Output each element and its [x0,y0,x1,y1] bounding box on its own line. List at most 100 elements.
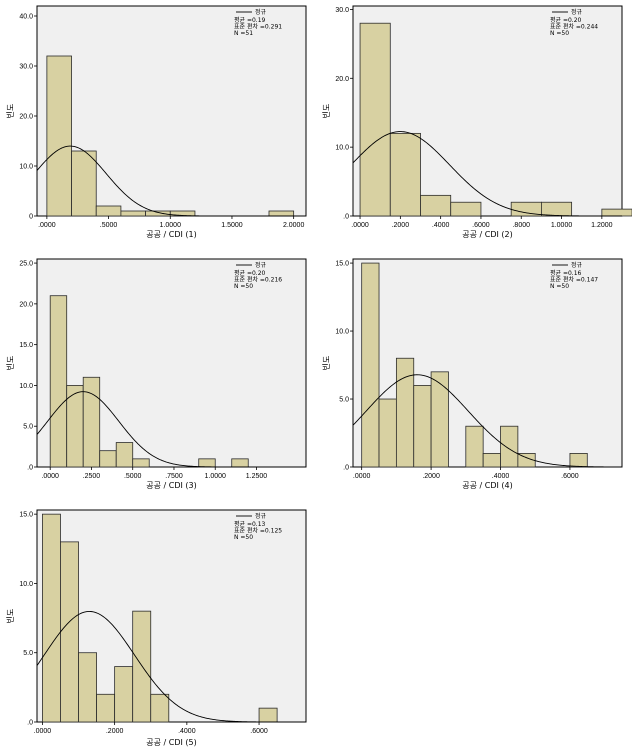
histogram-bar [420,194,452,217]
histogram-bar [231,458,249,468]
legend-stat: 표준 편차 =0.291 [234,23,282,31]
normal-curve [36,610,306,723]
y-tick-label: 5.0 [23,650,33,657]
histogram-bar [114,666,134,723]
legend-stat: N =51 [234,30,253,37]
y-axis-label: 빈도 [6,609,15,624]
legend-stat: 표준 편차 =0.125 [234,527,282,535]
histogram-bar [95,205,122,217]
histogram-bar [150,693,170,723]
legend-entry: 정규 [571,9,583,16]
histogram-bar [46,55,72,217]
y-tick-label: 10.0 [335,145,349,152]
x-tick-label: .2000 [422,473,440,480]
x-tick-label: .6000 [472,222,490,229]
histogram-bar [258,707,278,723]
y-axis-label: 빈도 [322,356,331,371]
legend-entry: 정규 [571,262,583,269]
x-axis-label: 공공 / CDI (2) [462,230,512,239]
legend-stat: 평균 =0.20 [234,269,266,277]
histogram-bar [569,453,588,468]
legend-entry: 정규 [255,262,267,269]
legend-stat: N =50 [550,30,569,37]
histogram-panel-1: .0000 .5000 1.0000 1.5000 2.0000 0 10.0 20.0 30.… [6,5,307,239]
histogram-bar [430,371,449,468]
y-tick-label: 5.0 [23,424,33,431]
normal-curve [36,145,306,217]
histogram-bar [60,541,79,723]
y-tick-label: 15.0 [335,261,349,268]
legend-stat: 평균 =0.19 [234,16,266,24]
x-tick-label: .5000 [100,222,118,229]
x-tick-label: 1.0000 [205,473,227,480]
y-axis-label: 빈도 [6,356,15,371]
normal-curve [36,391,306,468]
y-tick-label: 25.0 [19,261,33,268]
histogram-bar [450,201,482,217]
histogram-bar [378,398,397,468]
histogram-bar [361,262,380,468]
y-tick-label: .0 [343,465,349,472]
histogram-bar [78,652,97,723]
y-tick-label: 10.0 [19,164,33,171]
histogram-bar [413,385,432,468]
x-tick-label: .4000 [178,728,196,735]
histogram-panel-4: .0000 .2000 .4000 .6000 .0 5.0 10.0 15.0 공공 / CD… [322,258,623,490]
y-tick-label: 40.0 [19,14,33,21]
x-tick-label: .0000 [41,473,59,480]
y-tick-label: 15.0 [19,342,33,349]
x-tick-label: .0000 [34,728,52,735]
histogram-bar [82,376,101,468]
x-tick-label: 1.2500 [246,473,268,480]
x-tick-label: .0000 [38,222,56,229]
x-tick-label: .2000 [106,728,124,735]
histogram-bar [169,210,196,217]
y-tick-label: .0 [343,214,349,221]
x-tick-label: 1.0000 [551,222,573,229]
x-tick-label: .6000 [250,728,268,735]
legend-stat: 표준 편차 =0.147 [550,276,598,284]
x-tick-label: 1.5000 [221,222,243,229]
normal-curve [352,374,622,468]
legend-stat: 평균 =0.20 [550,16,582,24]
x-tick-label: .0000 [351,222,369,229]
y-tick-label: 30.0 [19,64,33,71]
y-tick-label: .0 [27,465,33,472]
y-tick-label: 10.0 [19,581,33,588]
y-tick-label: .0 [27,720,33,727]
histogram-bar [198,458,216,468]
x-tick-label: .4000 [432,222,450,229]
y-tick-label: 30.0 [335,7,349,14]
histogram-bar [42,513,61,723]
x-tick-label: .2500 [83,473,101,480]
histogram-bar [49,295,68,468]
histogram-bar [541,201,573,217]
x-axis-label: 공공 / CDI (3) [146,481,196,490]
histogram-bar [395,357,415,468]
legend-stat: 평균 =0.13 [234,520,266,528]
legend-stat: N =50 [550,283,569,290]
histogram-bar [99,450,117,468]
normal-curve [352,131,622,217]
y-tick-label: 20.0 [335,76,349,83]
legend-stat: 표준 편차 =0.244 [550,23,598,31]
y-axis-label: 빈도 [6,104,15,119]
histogram-bar [132,458,150,468]
x-tick-label: .4000 [492,473,510,480]
x-tick-label: .7500 [165,473,183,480]
y-tick-label: 0 [29,214,33,221]
x-axis-label: 공공 / CDI (4) [462,481,512,490]
y-tick-label: 10.0 [19,383,33,390]
histogram-bar [115,442,134,468]
histogram-bar [132,610,152,723]
histogram-bar [96,693,116,723]
legend-entry: 정규 [255,513,267,520]
x-tick-label: .8000 [512,222,530,229]
legend-stat: 표준 편차 =0.216 [234,276,282,284]
